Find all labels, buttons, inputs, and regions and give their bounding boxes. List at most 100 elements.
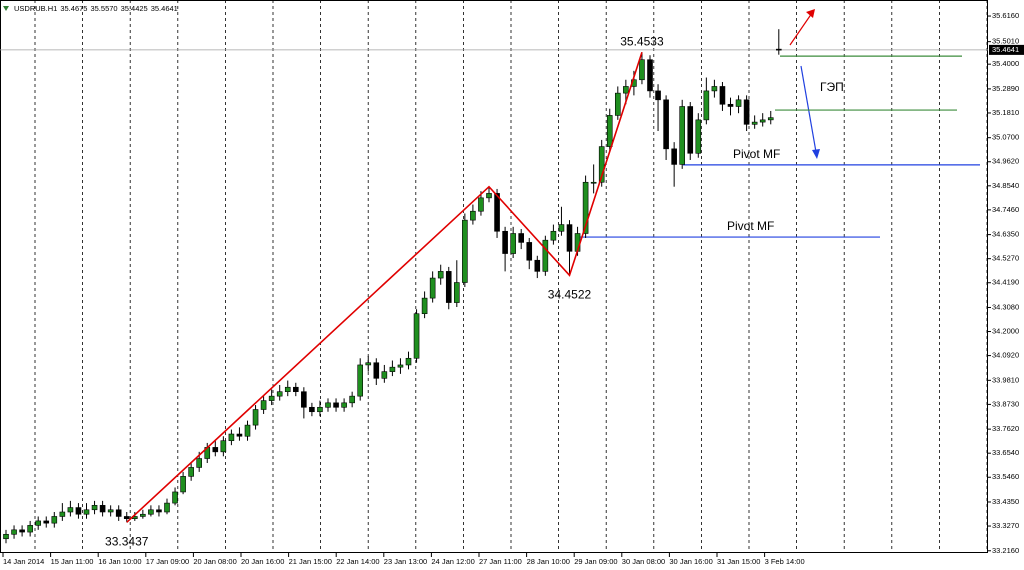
candle-body [317,406,323,413]
y-tick-label: 34.9620 [992,157,1019,166]
candle-body [107,509,114,513]
y-tick-label: 33.2160 [992,546,1019,555]
symbol: USDRUB.H1 [14,4,57,13]
y-tick-label: 33.5460 [992,472,1019,481]
y-tick-label: 35.6160 [992,11,1019,20]
y-tick-label: 34.8540 [992,181,1019,190]
candle-body [67,507,74,513]
chart-header: USDRUB.H1 35.4675 35.5570 35.4425 35.4641 [14,4,178,13]
candle-body [679,106,686,165]
x-tick-label: 29 Jan 09:00 [574,557,617,566]
candle-body [148,509,154,515]
candle-body [75,507,82,515]
candle-body [27,525,33,533]
candle-body [735,99,742,107]
candle-body [397,364,404,368]
candle-body [196,458,202,468]
x-tick-label: 20 Jan 16:00 [241,557,284,566]
x-tick-label: 16 Jan 10:00 [98,557,141,566]
candle-body [309,406,315,413]
x-tick-label: 21 Jan 15:00 [289,557,332,566]
candle-body [703,90,710,121]
arrow-down [800,65,817,153]
candle-body [188,467,194,477]
candle-body [558,224,565,232]
y-tick-label: 33.9810 [992,375,1019,384]
price-box-label: 35.4641 [992,45,1019,54]
candle-body [421,297,428,315]
candle-body [534,259,541,272]
arrow-up-head [806,9,815,18]
x-tick-label: 22 Jan 14:00 [336,557,379,566]
y-tick-label: 33.8730 [992,399,1019,408]
header-value: 35.4675 [60,4,87,13]
candle-body [220,440,227,453]
candle-body [639,59,645,81]
y-tick-label: 33.7620 [992,424,1019,433]
candle-body [180,476,186,493]
candle-body [671,148,677,165]
candle-body [260,400,267,410]
x-tick-label: 23 Jan 13:00 [384,557,427,566]
candle-body [719,86,726,105]
candle-body [59,511,66,517]
candle-body [365,362,372,366]
candle-body [727,103,734,107]
candle-body [381,371,388,379]
candle-body [518,233,525,243]
candle-body [212,447,219,453]
candle-body [743,99,750,125]
header-value: 35.4425 [121,4,148,13]
pivot-label: Pivot MF [727,219,774,233]
candle-body [123,516,130,519]
header-value: 35.4641 [151,4,178,13]
candle-body [99,505,106,513]
candle-body [389,366,396,372]
candle-body [172,491,178,504]
x-tick-label: 30 Jan 16:00 [669,557,712,566]
candle-body [510,233,516,254]
candle-body [711,86,718,92]
candle-body [357,364,364,397]
price-annotation: 34.4522 [548,288,592,302]
y-tick-label: 34.4190 [992,278,1019,287]
candle-body [19,529,25,533]
x-tick-label: 20 Jan 08:00 [193,557,236,566]
candle-body [462,219,468,283]
x-tick-label: 30 Jan 08:00 [622,557,665,566]
candle-body [687,106,694,154]
candle-body [156,509,162,513]
candle-body [301,391,307,408]
y-tick-label: 33.4350 [992,497,1019,506]
gap-label: ГЭП [820,80,844,94]
candle-body [83,509,90,515]
candle-body [590,181,597,184]
candle-body [236,433,243,437]
y-tick-label: 33.6540 [992,448,1019,457]
candle-body [268,395,275,401]
candle-body [695,119,702,154]
candle-body [437,271,444,279]
x-tick-label: 15 Jan 11:00 [51,557,94,566]
candle-body [606,115,613,147]
candle-body [445,271,452,303]
y-tick-label: 34.3080 [992,302,1019,311]
candle-body [502,230,508,254]
candle-body [470,210,476,221]
candle-body [767,117,774,121]
y-tick-label: 34.5270 [992,254,1019,263]
candle-body [413,313,420,359]
candle-body [284,386,291,392]
y-tick-label: 35.1810 [992,108,1019,117]
y-tick-label: 34.0920 [992,351,1019,360]
candle-body [164,502,170,513]
candle-body [566,224,573,252]
candle-body [35,520,42,526]
candle-body [115,509,122,517]
x-tick-label: 24 Jan 12:00 [431,557,474,566]
candle-body [582,181,589,234]
candle-body [333,402,339,408]
y-tick-label: 34.2000 [992,327,1019,336]
candle-body [43,520,50,524]
